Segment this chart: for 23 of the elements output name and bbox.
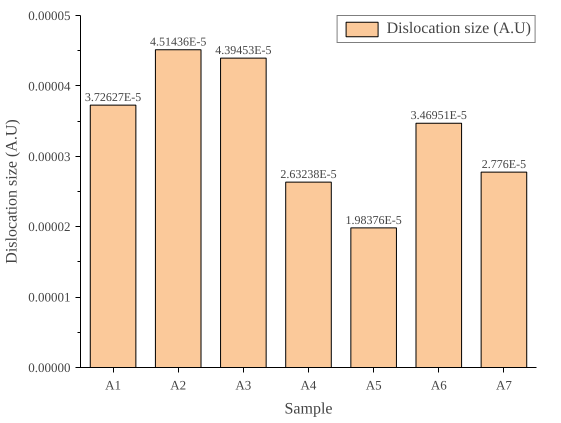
x-tick-label: A7 [496,378,512,392]
x-tick-label: A2 [170,378,186,392]
x-axis-title: Sample [284,400,333,418]
y-tick-label: 0.00005 [28,8,70,23]
data-label: 2.63238E-5 [280,167,337,182]
y-tick-label: 0.00000 [28,360,70,375]
x-tick-label: A5 [366,378,382,392]
y-tick-label: 0.00002 [28,219,70,234]
data-label: 4.39453E-5 [215,43,272,58]
data-label: 3.46951E-5 [410,108,467,122]
y-tick-label: 0.00004 [28,78,71,94]
x-tick-label: A1 [105,378,122,392]
data-label: 4.51436E-5 [150,34,206,49]
y-tick-label: 0.00001 [28,290,70,305]
x-tick-label: A3 [235,378,252,392]
data-label: 1.98376E-5 [345,212,402,227]
legend-label: Dislocation size (A.U) [386,20,531,38]
data-label: 2.776E-5 [482,157,526,172]
x-tick-label: A6 [430,378,448,392]
data-label: 3.72627E-5 [84,90,142,104]
y-axis-title: Dislocation size (A.U) [3,119,20,264]
y-tick-label: 0.00003 [28,148,70,164]
x-tick-label: A4 [300,378,317,392]
